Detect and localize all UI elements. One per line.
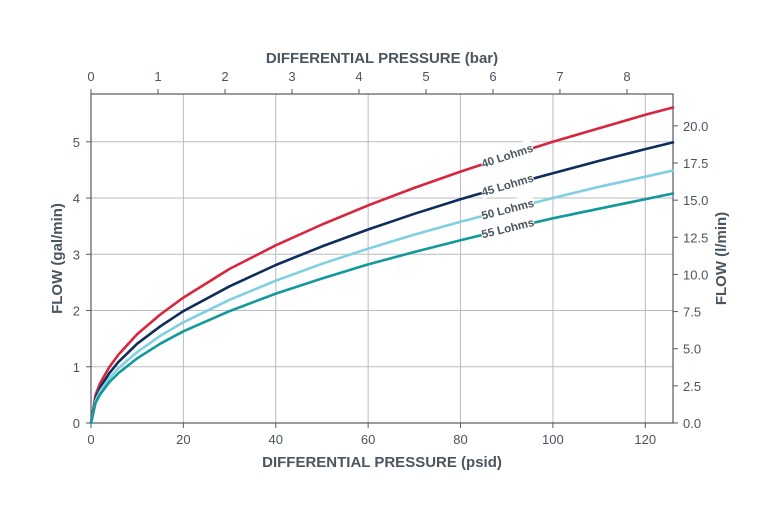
series-line-40-lohms bbox=[89, 106, 675, 425]
y2-tick-label: 5.0 bbox=[683, 342, 701, 357]
y-axis-right: 0.0 2.5 5.0 7.5 10.0 12.5 15.0 17.5 20.0 bbox=[673, 119, 708, 431]
y2-tick-label: 7.5 bbox=[683, 305, 701, 320]
series-label-bg bbox=[479, 169, 536, 199]
x2-tick-label: 7 bbox=[556, 69, 563, 84]
y2-axis-title: FLOW (l/min) bbox=[713, 212, 730, 305]
x2-tick-label: 8 bbox=[623, 69, 630, 84]
x2-tick-label: 1 bbox=[154, 69, 161, 84]
series-lines bbox=[89, 106, 675, 425]
y2-tick-label: 17.5 bbox=[683, 156, 708, 171]
y2-tick-label: 15.0 bbox=[683, 193, 708, 208]
y2-tick-label: 12.5 bbox=[683, 230, 708, 245]
y-tick-label: 3 bbox=[73, 247, 80, 262]
y2-tick-label: 0.0 bbox=[683, 416, 701, 431]
series-line-55-lohms bbox=[89, 192, 675, 425]
y-tick-label: 4 bbox=[73, 191, 80, 206]
x2-tick-label: 2 bbox=[221, 69, 228, 84]
x-tick-label: 40 bbox=[269, 432, 283, 447]
y-tick-label: 0 bbox=[73, 416, 80, 431]
x-tick-label: 0 bbox=[87, 432, 94, 447]
y-tick-label: 2 bbox=[73, 304, 80, 319]
x-tick-label: 120 bbox=[634, 432, 656, 447]
y-axis-title: FLOW (gal/min) bbox=[49, 203, 66, 314]
x2-axis-title: DIFFERENTIAL PRESSURE (bar) bbox=[266, 50, 498, 67]
y-axis-left: 0 1 2 3 4 5 bbox=[73, 135, 91, 431]
series-line-50-lohms bbox=[89, 169, 675, 425]
y-tick-label: 5 bbox=[73, 135, 80, 150]
x-axis-bottom: 0 20 40 60 80 100 120 bbox=[87, 423, 656, 447]
x-tick-label: 80 bbox=[453, 432, 467, 447]
y2-tick-label: 2.5 bbox=[683, 379, 701, 394]
series-line-45-lohms bbox=[89, 141, 675, 425]
x2-tick-label: 4 bbox=[355, 69, 362, 84]
x-tick-label: 20 bbox=[176, 432, 190, 447]
plot-frame bbox=[90, 93, 674, 424]
series-label-group: 40 Lohms bbox=[478, 139, 535, 171]
x-axis-top: 0 1 2 3 4 5 6 7 8 bbox=[87, 69, 631, 94]
y-tick-label: 1 bbox=[73, 360, 80, 375]
series-label-bg bbox=[479, 213, 536, 241]
x2-tick-label: 3 bbox=[288, 69, 295, 84]
series-label-group: 45 Lohms bbox=[479, 169, 536, 199]
grid bbox=[91, 94, 673, 423]
x-tick-label: 100 bbox=[542, 432, 564, 447]
y2-tick-label: 20.0 bbox=[683, 119, 708, 134]
x-tick-label: 60 bbox=[361, 432, 375, 447]
y2-tick-label: 10.0 bbox=[683, 267, 708, 282]
x-axis-title: DIFFERENTIAL PRESSURE (psid) bbox=[262, 454, 502, 471]
x2-tick-label: 6 bbox=[489, 69, 496, 84]
series-label-bg bbox=[478, 139, 535, 171]
series-label-bg bbox=[479, 194, 536, 223]
x2-tick-label: 0 bbox=[87, 69, 94, 84]
x2-tick-label: 5 bbox=[422, 69, 429, 84]
